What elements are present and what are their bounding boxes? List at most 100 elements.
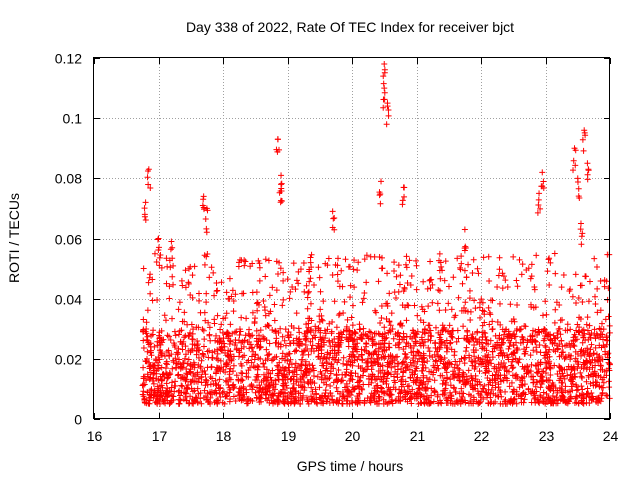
data-point — [588, 341, 595, 348]
data-point — [487, 297, 494, 304]
data-point — [465, 367, 472, 374]
data-point — [442, 258, 449, 265]
data-point — [276, 359, 283, 366]
data-point — [458, 390, 465, 397]
data-point — [577, 348, 584, 355]
data-point — [232, 397, 239, 404]
data-point — [596, 342, 603, 349]
data-point — [176, 387, 183, 394]
data-point — [176, 299, 183, 306]
data-point — [509, 389, 516, 396]
data-point — [309, 362, 316, 369]
data-point — [340, 310, 347, 317]
data-point — [309, 342, 316, 349]
data-point — [427, 285, 434, 292]
data-point — [584, 327, 591, 334]
data-point — [414, 374, 421, 381]
data-point — [203, 290, 210, 297]
data-point — [144, 174, 151, 181]
data-point — [286, 334, 293, 341]
data-point — [428, 385, 435, 392]
data-point — [487, 394, 494, 401]
data-point — [590, 350, 597, 357]
data-point — [575, 361, 582, 368]
data-point — [494, 339, 501, 346]
x-tick-label: 16 — [87, 428, 103, 444]
data-point — [143, 358, 150, 365]
data-point — [317, 327, 324, 334]
data-point — [560, 373, 567, 380]
data-point — [303, 335, 310, 342]
data-point — [553, 394, 560, 401]
data-point — [309, 388, 316, 395]
data-point — [210, 269, 217, 276]
data-point — [476, 368, 483, 375]
data-point — [546, 383, 553, 390]
data-point — [422, 395, 429, 402]
data-point — [430, 398, 437, 405]
data-point — [379, 333, 386, 340]
data-point — [510, 253, 517, 260]
data-point — [343, 327, 350, 334]
data-point — [553, 400, 560, 407]
data-point — [367, 329, 374, 336]
data-point — [197, 389, 204, 396]
x-tick-label: 22 — [474, 428, 490, 444]
data-point — [206, 347, 213, 354]
data-point — [586, 353, 593, 360]
data-point — [198, 374, 205, 381]
data-point — [401, 184, 408, 191]
data-point — [175, 388, 182, 395]
data-point — [586, 322, 593, 329]
data-point — [447, 340, 454, 347]
data-point — [239, 377, 246, 384]
data-point — [551, 319, 558, 326]
data-point — [230, 297, 237, 304]
data-point — [140, 316, 147, 323]
data-point — [327, 343, 334, 350]
y-tick-label: 0.06 — [55, 232, 82, 248]
data-point — [243, 400, 250, 407]
data-point — [328, 393, 335, 400]
data-point — [552, 270, 559, 277]
data-point — [403, 365, 410, 372]
data-point — [292, 360, 299, 367]
data-point — [511, 396, 518, 403]
data-point — [223, 289, 230, 296]
data-point — [579, 299, 586, 306]
data-point — [289, 369, 296, 376]
data-point — [587, 359, 594, 366]
data-point — [218, 338, 225, 345]
data-point — [204, 251, 211, 258]
data-point — [268, 379, 275, 386]
data-point — [336, 310, 343, 317]
data-point — [554, 397, 561, 404]
data-point — [455, 335, 462, 342]
data-point — [271, 301, 278, 308]
data-point — [505, 356, 512, 363]
data-point — [273, 287, 280, 294]
data-point — [471, 297, 478, 304]
y-tick-label: 0.12 — [55, 51, 82, 67]
data-point — [216, 390, 223, 397]
data-point — [552, 306, 559, 313]
data-point — [373, 375, 380, 382]
data-point — [448, 331, 455, 338]
data-point — [539, 183, 546, 190]
data-point — [537, 378, 544, 385]
data-point — [377, 344, 384, 351]
data-point — [410, 348, 417, 355]
data-point — [296, 400, 303, 407]
data-point — [307, 300, 314, 307]
data-point — [394, 330, 401, 337]
data-point — [347, 294, 354, 301]
data-point — [363, 252, 370, 259]
data-point — [243, 389, 250, 396]
data-point — [486, 278, 493, 285]
data-point — [295, 268, 302, 275]
data-point — [286, 350, 293, 357]
data-point — [383, 375, 390, 382]
data-point — [527, 275, 534, 282]
data-point — [511, 318, 518, 325]
